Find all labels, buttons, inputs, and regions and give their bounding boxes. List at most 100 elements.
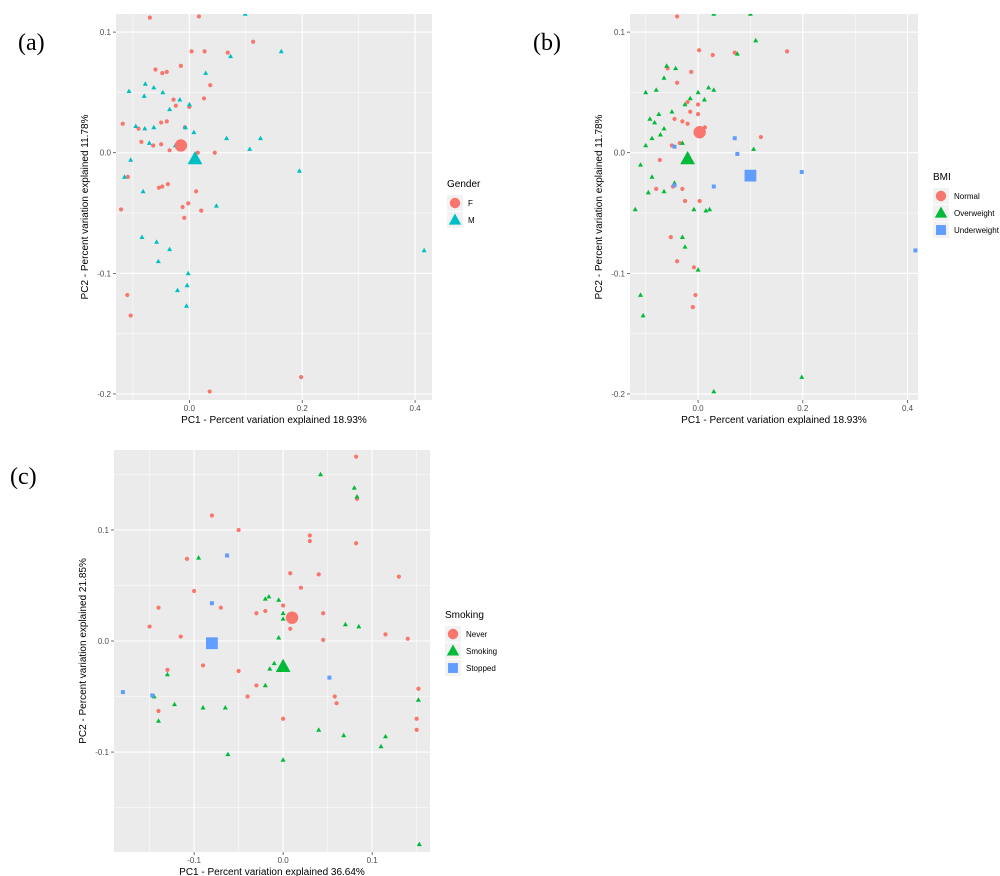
data-point: M: (0.066, 0.012) bbox=[224, 135, 230, 141]
data-point: M: (-0.095, 0.022) bbox=[133, 123, 139, 128]
legend: Gender FM bbox=[447, 179, 481, 228]
data-point: M: (-0.107, 0.051) bbox=[126, 88, 132, 93]
data-point: Overweight: (-0.05, 0.034) bbox=[669, 109, 675, 114]
data-point: Overweight: (0.03, 0.052) bbox=[711, 87, 717, 92]
chart-2: 0.0 0.2 0.4 -0.2 -0.1 0.0 0.1 PC1 - Percent var… bbox=[594, 14, 1000, 426]
data-point: F: (-0.024, 0.039) bbox=[173, 103, 178, 108]
data-point: Overweight: (-0.1, 0.006) bbox=[643, 142, 649, 148]
data-point: Overweight: (0.015, -0.048) bbox=[703, 208, 709, 213]
data-point: Smoking: (0, 0.025) bbox=[280, 610, 286, 616]
y-tick-label: 0.0 bbox=[100, 149, 112, 158]
data-point: Underweight: (0.415, -0.081) bbox=[913, 248, 918, 253]
data-point: F: (-0.109, -0.02) bbox=[125, 174, 130, 179]
data-point: F: (0.015, 0) bbox=[195, 150, 200, 155]
data-point: Smoking: (0, -0.107) bbox=[280, 757, 286, 762]
x-axis-label: PC1 - Percent variation explained 18.93% bbox=[181, 415, 367, 426]
legend-entry-label: F bbox=[468, 199, 473, 208]
data-point: Overweight: (-0.065, 0.02) bbox=[661, 126, 667, 131]
data-point: Normal: (-0.04, -0.09) bbox=[675, 259, 680, 264]
data-point: Smoking: (-0.005, 0.003) bbox=[276, 635, 282, 640]
data-point: Never: (0.115, 0.006) bbox=[383, 632, 388, 637]
data-point: Underweight: (0.198, -0.016) bbox=[799, 170, 804, 175]
data-point: M: (-0.084, -0.07) bbox=[139, 234, 145, 239]
data-points: Never: (0.082, 0.166)Never: (0.083, 0.12… bbox=[120, 454, 422, 847]
data-point: M: (-0.047, 0.05) bbox=[160, 89, 166, 95]
data-point: Normal: (-0.02, 0.042) bbox=[685, 99, 690, 105]
data-point: Underweight: (0.03, -0.028) bbox=[711, 184, 716, 189]
data-point: M: (-0.08, 0.047) bbox=[141, 93, 147, 98]
data-point: Never: (0.13, 0.058) bbox=[396, 574, 401, 579]
data-point: Overweight: (0.03, -0.198) bbox=[711, 388, 717, 394]
plot-panel bbox=[114, 450, 430, 852]
data-point: Stopped: (-0.147, -0.049) bbox=[150, 693, 155, 698]
data-point: F: (0.045, 0) bbox=[212, 150, 217, 155]
data-point: Never: (0.02, 0.048) bbox=[298, 585, 304, 590]
data-point: Underweight: (0.075, -0.001) bbox=[735, 151, 740, 156]
panel-label-b: (b) bbox=[533, 30, 561, 56]
x-axis-label: PC1 - Percent variation explained 36.64% bbox=[179, 867, 365, 876]
data-point: M: (-0.035, 0.036) bbox=[167, 106, 173, 112]
legend-entry-label: Never bbox=[466, 630, 488, 639]
data-point: Never: (-0.04, -0.05) bbox=[245, 694, 250, 699]
data-points: Normal: (-0.04, 0.113) Normal: (0.002, 0.… bbox=[632, 14, 918, 394]
legend-title: Smoking bbox=[445, 610, 484, 621]
data-point: Normal: (-0.04, 0.113) bbox=[675, 14, 680, 19]
y-tick-label: -0.1 bbox=[611, 269, 625, 278]
legend-entry-label: M bbox=[468, 216, 475, 225]
data-point: M: (0.008, 0.017) bbox=[191, 129, 197, 135]
centroid-point: F centroid bbox=[174, 139, 188, 152]
data-point: Never: (-0.115, 0.004) bbox=[178, 634, 183, 639]
data-point: M: (0.126, 0.012) bbox=[258, 135, 263, 141]
legend-key-triangle bbox=[448, 213, 462, 225]
data-point: F: (-0.002, -0.042) bbox=[186, 201, 191, 206]
data-point: M: (0.416, -0.081) bbox=[421, 247, 427, 253]
data-point: Overweight: (0.106, 0.003) bbox=[751, 146, 757, 151]
chart-1: 0.0 0.2 0.4 -0.2 -0.1 0.0 0.1 PC1 - Percent var… bbox=[80, 14, 481, 426]
data-point: Overweight: (-0.095, -0.033) bbox=[645, 189, 651, 195]
data-point: Smoking: (0.085, 0.013) bbox=[356, 623, 362, 629]
data-point: F: (-0.121, -0.047) bbox=[118, 207, 124, 212]
data-point: Normal: (-0.04, 0.058) bbox=[675, 80, 680, 85]
data-point: F: (-0.048, -0.028) bbox=[160, 184, 165, 189]
legend-entry-label: Stopped bbox=[466, 664, 496, 673]
data-point: F: (-0.038, -0.026) bbox=[165, 181, 171, 187]
data-point: M: (0.048, -0.044) bbox=[213, 203, 219, 208]
data-point: Smoking: (0.11, -0.095) bbox=[378, 743, 384, 749]
data-point: M: (-0.079, 0.02) bbox=[142, 126, 148, 131]
data-point: Never: (-0.05, -0.027) bbox=[236, 668, 241, 674]
y-tick-label: 0.1 bbox=[100, 28, 112, 37]
data-point: Overweight: (-0.072, 0.015) bbox=[657, 132, 663, 137]
data-point: Never: (0.008, 0.011) bbox=[288, 626, 293, 631]
legend-entry-label: Normal bbox=[954, 192, 980, 201]
data-point: F: (0.036, -0.198) bbox=[207, 389, 212, 394]
data-point: Normal: (-0.03, -0.03) bbox=[680, 186, 685, 192]
data-point: Normal: (-0.02, 0.024) bbox=[685, 121, 690, 126]
data-point: M: (0.107, 0.003) bbox=[247, 146, 253, 151]
data-point: Never: (-0.07, 0.03) bbox=[218, 605, 223, 610]
data-point: Overweight: (-0.043, 0.07) bbox=[673, 65, 679, 71]
data-point: M: (-0.082, -0.032) bbox=[140, 188, 146, 194]
data-point: F: (-0.048, 0.066) bbox=[160, 71, 165, 76]
legend-key-triangle bbox=[934, 206, 948, 218]
data-point: M: (-0.078, 0.057) bbox=[142, 81, 148, 86]
data-point: F: (-0.015, 0.072) bbox=[178, 63, 183, 68]
data-point: Smoking: (-0.095, 0.075) bbox=[196, 555, 202, 560]
data-point: Never: (-0.09, -0.022) bbox=[200, 663, 206, 668]
data-point: F: (-0.118, 0.024) bbox=[120, 121, 125, 126]
data-point: Overweight: (0.03, 0.115) bbox=[711, 14, 717, 16]
data-point: F: (-0.07, 0.112) bbox=[147, 15, 152, 20]
data-point: Never: (0, -0.07) bbox=[281, 716, 286, 721]
legend-title: Gender bbox=[447, 179, 481, 190]
data-point: Overweight: (-0.065, -0.032) bbox=[661, 188, 667, 194]
data-point: Overweight: (-0.08, 0.052) bbox=[653, 87, 659, 92]
data-point: Never: (0.008, 0.061) bbox=[288, 571, 293, 576]
y-tick-label: 0.1 bbox=[98, 526, 110, 535]
data-point: M: (0, 0.04) bbox=[186, 101, 192, 107]
data-point: Normal: (0.17, 0.084) bbox=[784, 49, 790, 54]
centroid-point: M centroid bbox=[187, 151, 203, 165]
data-point: Overweight: (0.198, -0.186) bbox=[799, 374, 805, 379]
data-point: Never: (-0.05, 0.1) bbox=[236, 527, 241, 533]
